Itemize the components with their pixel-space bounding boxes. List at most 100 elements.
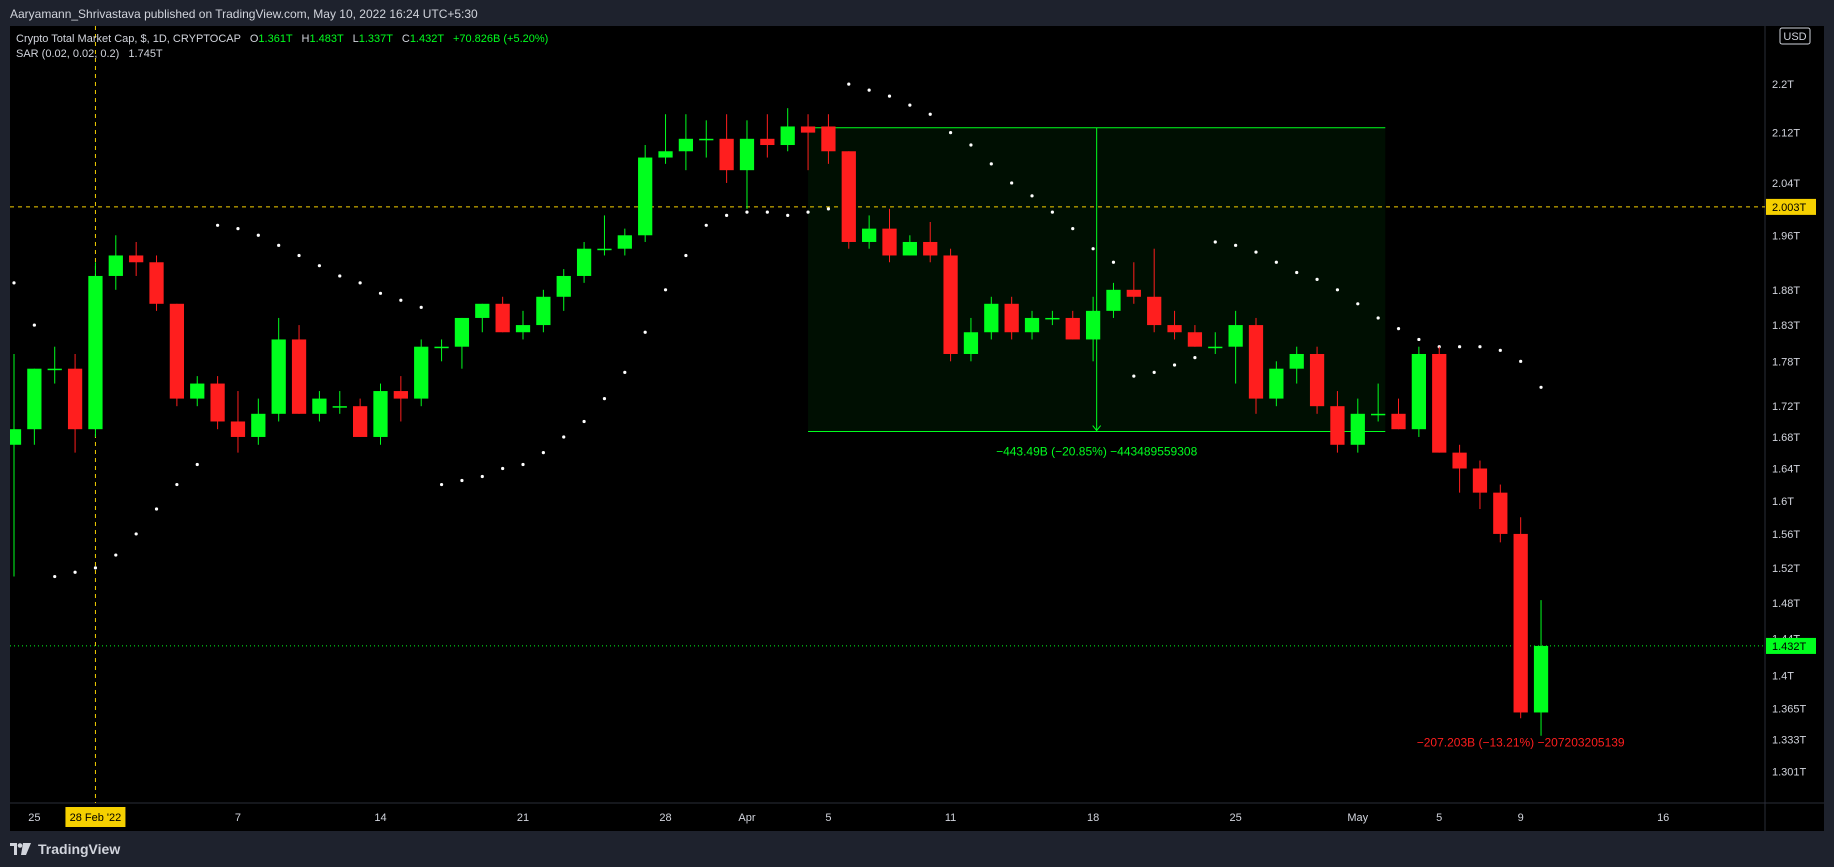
sar-dot — [501, 466, 505, 471]
sar-dot — [1152, 370, 1156, 374]
sar-dot — [623, 370, 627, 374]
sar-dot — [989, 162, 993, 166]
sar-dot — [847, 82, 851, 86]
candle-body — [923, 241, 938, 256]
candle-body — [1208, 346, 1223, 349]
candle-body — [129, 255, 144, 263]
candle-body — [536, 296, 551, 326]
legend-l-value: 1.337T — [359, 33, 394, 45]
sar-dot — [134, 532, 138, 536]
candle-body — [1024, 317, 1040, 333]
sar-dot — [562, 435, 566, 439]
candle-body — [67, 368, 83, 430]
candle-body — [393, 391, 408, 399]
annotations-group: −443.49B (−20.85%) −443489559308 −207.203… — [996, 445, 1625, 750]
candle-body — [678, 138, 694, 152]
candle-body — [963, 332, 979, 354]
candle-body — [515, 325, 531, 333]
tradingview-logo-icon — [10, 843, 31, 855]
candle-body — [902, 241, 917, 256]
time-tick-label: Apr — [738, 812, 755, 824]
candle-body — [6, 429, 22, 445]
sar-dot — [256, 233, 260, 237]
candle-body — [1309, 353, 1325, 407]
sar-dot — [1091, 247, 1095, 251]
candle-body — [1248, 325, 1264, 399]
candle-body — [1533, 645, 1549, 713]
price-axis-panel[interactable] — [1765, 26, 1824, 831]
crosshair-date-badge — [65, 807, 126, 827]
price-tick-label: 1.78T — [1772, 356, 1800, 368]
currency-button[interactable] — [1779, 27, 1811, 45]
price-tick-label: 1.83T — [1772, 320, 1800, 332]
price-badges: 2.003T 1.432T — [1766, 198, 1816, 654]
sar-dot — [32, 323, 36, 327]
candle-body — [1330, 406, 1345, 445]
candle-body — [1513, 533, 1528, 713]
candle-body — [1228, 325, 1243, 347]
candle-body — [27, 368, 42, 430]
footer-bar: TradingView — [0, 831, 1834, 867]
sar-dot — [1519, 359, 1523, 363]
price-tick-label: 1.48T — [1772, 598, 1800, 610]
publisher-bar: Aaryamann_Shrivastava published on Tradi… — [0, 0, 1834, 26]
sar-dot — [928, 112, 932, 116]
candle-body — [1411, 353, 1426, 430]
candlestick-chart[interactable]: −443.49B (−20.85%) −443489559308 −207.203… — [6, 26, 1824, 831]
sar-dot — [908, 103, 912, 107]
sar-dot — [358, 281, 362, 285]
tradingview-brand[interactable]: TradingView — [10, 841, 120, 857]
sar-dot — [806, 210, 810, 214]
horizontal-line-price-label: 2.003T — [1772, 202, 1807, 214]
candle-body — [862, 228, 877, 242]
drop-measure-label: −207.203B (−13.21%) −207203205139 — [1417, 736, 1625, 750]
legend-change: +70.826B (+5.20%) — [453, 33, 548, 45]
candle-body — [1085, 310, 1101, 340]
last-price-badge — [1766, 637, 1816, 654]
sar-dot — [1457, 345, 1462, 349]
legend-l-label: L — [353, 33, 359, 45]
sar-dot — [297, 253, 301, 258]
tradingview-brand-label: TradingView — [38, 841, 121, 857]
price-tick-label: 1.6T — [1772, 496, 1794, 508]
time-tick-label: 16 — [1657, 812, 1669, 824]
time-axis-labels: 25 7 14 21 28 Apr 5 11 18 25 May 5 9 16 28 Feb '22 — [28, 807, 1669, 827]
sar-dot — [1030, 194, 1034, 198]
sar-dot — [1396, 327, 1401, 331]
range-arrow-head — [1092, 425, 1102, 432]
sar-dot — [602, 396, 607, 401]
price-tick-label: 2.12T — [1772, 128, 1800, 140]
price-tick-label: 1.72T — [1772, 401, 1800, 413]
candle-body — [47, 368, 62, 371]
candle-body — [1106, 289, 1121, 311]
candle-body — [373, 391, 388, 437]
sar-dot — [1193, 356, 1197, 360]
candle-body — [1187, 332, 1203, 347]
chart-frame[interactable]: −443.49B (−20.85%) −443489559308 −207.203… — [6, 26, 1824, 831]
sar-dot — [1213, 240, 1217, 244]
candle-body — [638, 157, 653, 236]
time-tick-label: 7 — [235, 812, 241, 824]
sar-dot — [582, 419, 586, 424]
sar-dot — [887, 94, 892, 98]
sar-dot — [195, 462, 199, 467]
sar-dot — [663, 288, 668, 292]
legend-o-label: O — [250, 33, 259, 45]
sar-dot — [1498, 348, 1502, 352]
sar-dot — [1376, 316, 1380, 320]
candle-body — [1004, 303, 1019, 333]
candle-body — [841, 151, 856, 242]
candle-body — [1289, 353, 1304, 369]
candle-body — [1126, 289, 1141, 297]
candle-body — [353, 406, 368, 437]
sar-dot — [12, 281, 16, 285]
time-tick-label: 11 — [945, 812, 956, 824]
price-tick-label: 1.88T — [1772, 285, 1800, 297]
time-tick-label: 18 — [1087, 812, 1099, 824]
sar-dot — [73, 570, 77, 574]
candle-body — [149, 262, 164, 304]
sar-dot — [1417, 337, 1421, 342]
candle-body — [739, 138, 755, 171]
candle-body — [943, 255, 958, 354]
candle-body — [1472, 468, 1488, 493]
